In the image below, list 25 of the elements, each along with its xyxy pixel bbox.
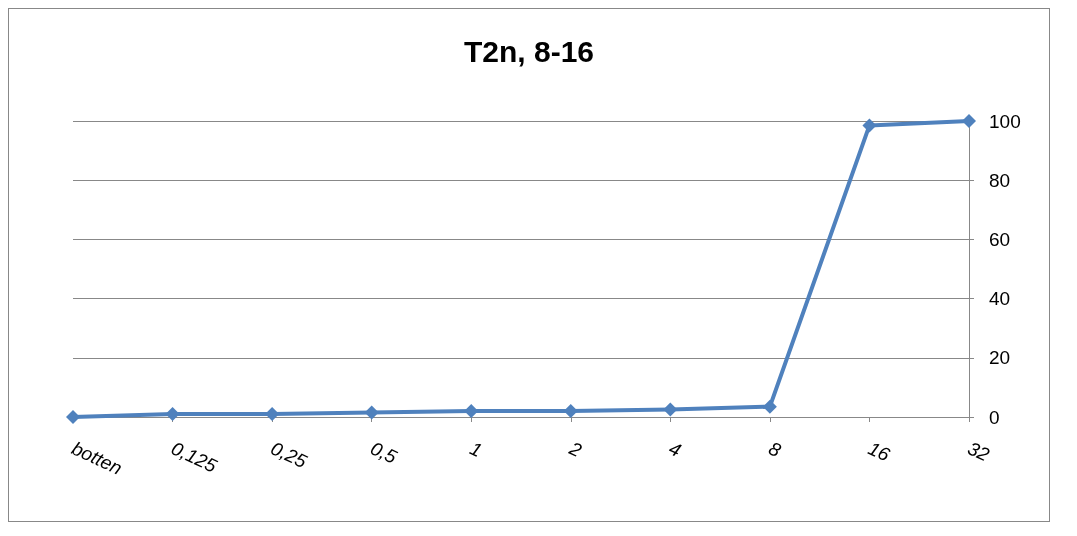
point xyxy=(265,407,280,422)
y-tick-label: 80 xyxy=(989,169,1011,191)
x-tick-label: 0,5 xyxy=(367,437,401,468)
point xyxy=(862,118,877,133)
x-tick-label: 32 xyxy=(964,437,993,466)
x-tick-label: 0,25 xyxy=(267,437,311,473)
x-tick-label: 4 xyxy=(665,437,685,461)
x-tick-label: 1 xyxy=(466,437,486,461)
x-tick-label: 0,125 xyxy=(168,437,221,477)
point xyxy=(165,407,180,422)
y-tick-label: 40 xyxy=(989,288,1011,310)
point xyxy=(962,114,976,128)
x-tick-label: 16 xyxy=(865,437,894,466)
y-tick-label: 20 xyxy=(989,347,1011,369)
y-tick-label: 100 xyxy=(989,110,1021,132)
point xyxy=(762,399,777,414)
x-tick-label: botten xyxy=(68,437,126,479)
y-tick-label: 60 xyxy=(989,228,1011,250)
x-tick-label: 2 xyxy=(565,437,586,462)
y-tick-label: 0 xyxy=(989,406,1000,428)
point xyxy=(66,410,80,424)
point xyxy=(364,405,379,420)
chart-title: T2n, 8-16 xyxy=(463,34,595,68)
x-tick-label: 8 xyxy=(765,437,785,462)
point xyxy=(663,402,678,417)
